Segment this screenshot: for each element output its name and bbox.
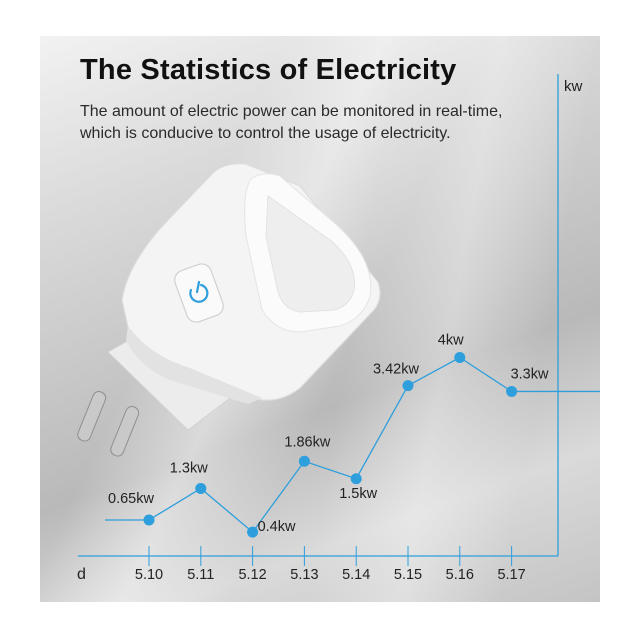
data-point [298,455,310,467]
plug-socket-recess [265,195,355,313]
data-point [506,385,518,397]
data-point [247,526,259,538]
data-label: 1.5kw [339,486,377,502]
x-tick-label: 5.10 [135,567,163,583]
power-button[interactable] [172,261,226,325]
data-point [350,473,362,485]
power-icon [189,280,209,303]
data-label: 4kw [438,333,464,349]
data-point [143,514,155,526]
data-label: 0.4kw [258,519,296,535]
data-label: 1.3kw [170,460,208,476]
data-label: 0.65kw [108,491,154,507]
x-tick-label: 5.16 [446,567,474,583]
y-axis-label: kw [564,78,583,95]
x-tick-label: 5.11 [187,567,214,583]
data-label: 1.86kw [284,434,330,450]
series-layer: 0.65kw 1.3kw 0.4kw 1.86kw 1.5kw 3.42kw 4kw 3.3k… [105,333,600,538]
series-line [148,356,512,534]
x-axis-label: d [77,566,86,583]
x-tick-label: 5.14 [342,567,370,583]
x-tick-label: 5.17 [497,567,525,583]
data-point [454,352,466,363]
data-label: 3.3kw [511,366,549,382]
plug-side-shade [126,326,262,404]
x-tick-layer: 5.10 5.11 5.12 5.13 5.14 5.15 5.16 5.17 [135,546,526,583]
data-point [195,482,207,494]
x-tick-label: 5.15 [394,567,422,583]
data-point [402,380,414,392]
subtitle-line-2: which is conducive to control the usage … [80,125,451,142]
x-tick-label: 5.12 [238,567,266,583]
data-label: 3.42kw [373,362,419,378]
smart-plug [77,163,381,457]
page-title: The Statistics of Electricity [80,54,457,86]
subtitle-line-1: The amount of electric power can be moni… [80,103,503,120]
plug-pin-left [77,391,107,442]
x-tick-label: 5.13 [290,567,318,583]
plug-pin-right [110,406,140,457]
